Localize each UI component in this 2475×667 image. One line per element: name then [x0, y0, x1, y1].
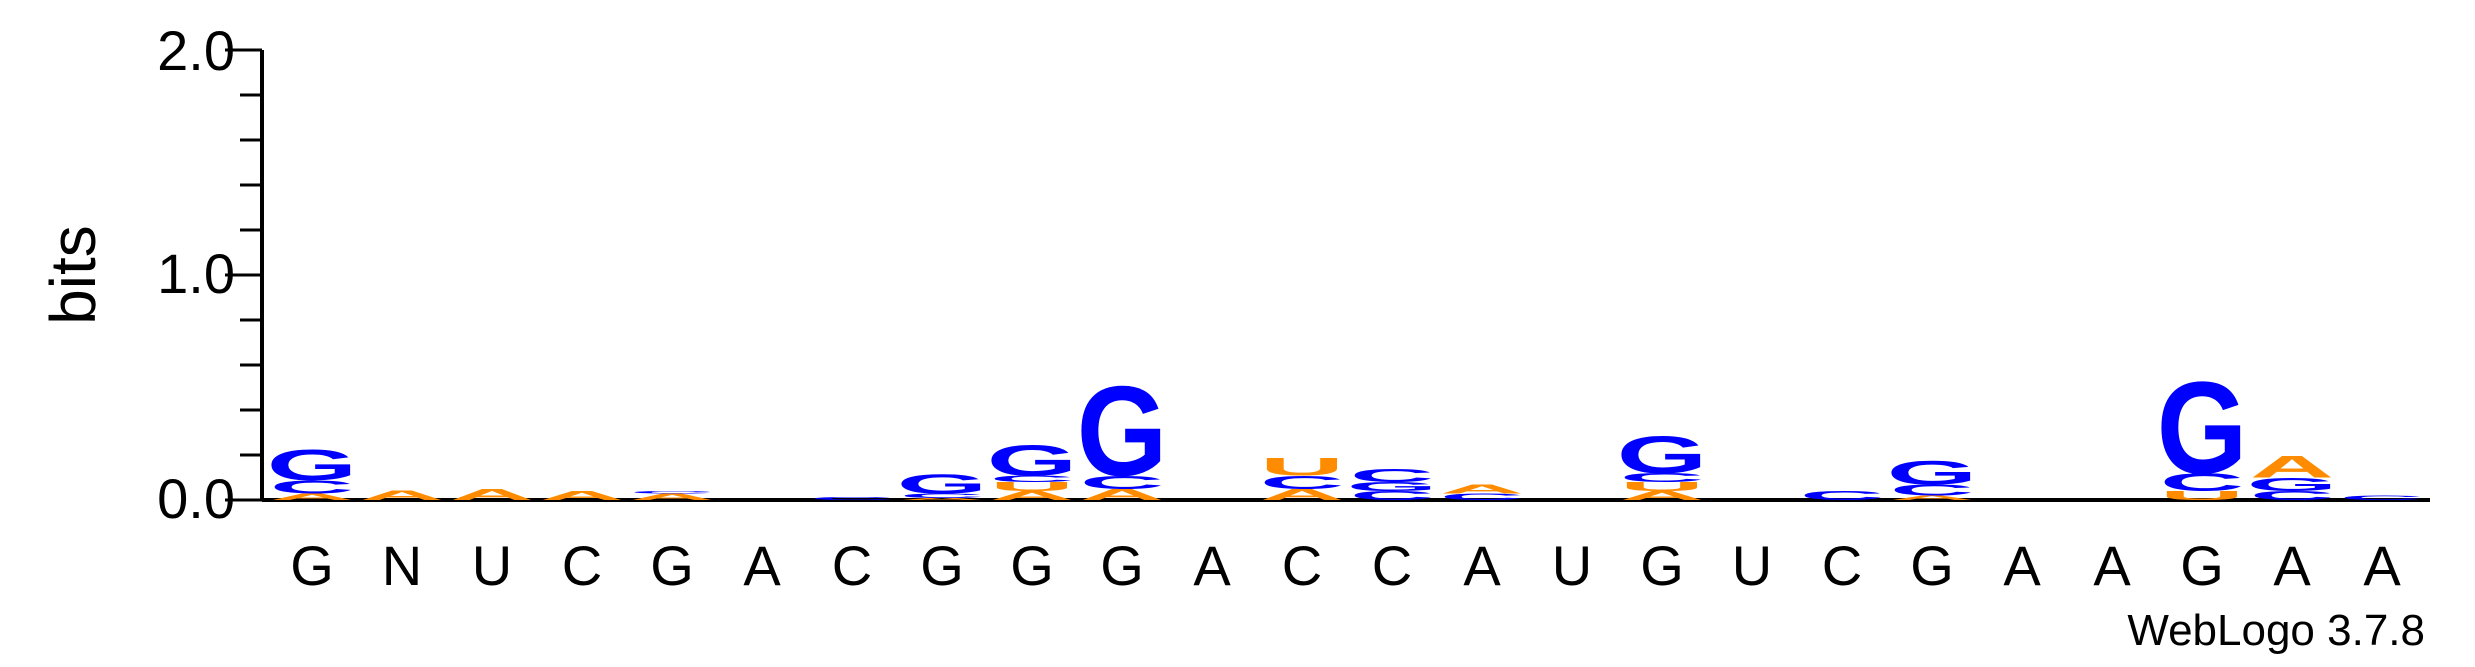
x-tick-label: G [1640, 534, 1684, 597]
x-tick-label: C [1282, 534, 1322, 597]
logo-letter-c: C [2340, 494, 2424, 501]
x-tick-label: A [2093, 534, 2131, 597]
x-tick-label: G [1910, 534, 1954, 597]
logo-letter-c: C [1620, 471, 1704, 485]
x-tick-label: A [2003, 534, 2041, 597]
x-tick-label: U [1552, 534, 1592, 597]
y-axis-label: bits [37, 225, 109, 325]
logo-letter-a: A [540, 489, 624, 503]
logo-letter-a: A [900, 497, 984, 500]
logo-letter-g: G [987, 436, 1078, 485]
logo-letter-u: U [990, 480, 1074, 494]
y-tick-labels: 0.0 1.0 2.0 [157, 19, 235, 530]
logo-letter-a: A [360, 487, 444, 503]
logo-letter-u: U [2160, 489, 2244, 503]
logo-letter-g: G [2247, 474, 2338, 495]
x-tick-label: A [1463, 534, 1501, 597]
x-tick-label: G [1100, 534, 1144, 597]
logo-letter-a: A [1260, 486, 1344, 503]
y-tick-label: 2.0 [157, 19, 235, 82]
logo-letter-g: G [1347, 480, 1438, 494]
logo-letter-a: A [1620, 489, 1704, 503]
logo-letter-c: C [900, 492, 984, 499]
logo-letter-c: C [270, 476, 354, 497]
logo-letter-c: C [1350, 465, 1434, 486]
y-ticks [225, 48, 262, 502]
logo-letter-a: A [270, 492, 354, 503]
x-tick-label: A [743, 534, 781, 597]
x-tick-label: U [472, 534, 512, 597]
logo-letter-c: C [630, 490, 714, 493]
x-tick-label: C [1372, 534, 1412, 597]
logo-letter-c: C [810, 496, 894, 501]
logo-letter-c: C [1890, 481, 1974, 498]
logo-letter-c: C [1080, 472, 1164, 493]
logo-letter-c: C [990, 474, 1074, 485]
x-tick-label: C [562, 534, 602, 597]
logo-letter-u: U [1260, 453, 1344, 481]
logo-letter-a: A [450, 486, 534, 503]
logo-letter-g: G [1077, 359, 1168, 502]
x-tick-label: A [2273, 534, 2311, 597]
y-tick-label: 1.0 [157, 242, 235, 305]
x-tick-label: G [2180, 534, 2224, 597]
x-tick-label: G [1010, 534, 1054, 597]
x-tick-label: U [1732, 534, 1772, 597]
logo-letter-a: A [1890, 494, 1974, 501]
y-tick-label: 0.0 [157, 467, 235, 530]
x-tick-label: A [2363, 534, 2401, 597]
logo-letter-g: G [1887, 453, 1978, 491]
logo-letter-g: G [2157, 356, 2248, 502]
x-tick-label: G [920, 534, 964, 597]
x-tick-label: A [1193, 534, 1231, 597]
logo-letter-u: U [1620, 480, 1704, 494]
logo-letter-a: A [2250, 450, 2334, 485]
logo-letter-c: C [2250, 489, 2334, 503]
x-tick-label: N [382, 534, 422, 597]
logo-letter-a: A [1080, 486, 1164, 503]
x-tick-label: C [832, 534, 872, 597]
logo-letter-a: A [1440, 482, 1524, 496]
credit-label: WebLogo 3.7.8 [2127, 606, 2425, 655]
logo-letter-a: A [990, 489, 1074, 503]
logo-letter-c: C [1440, 492, 1524, 503]
logo-letter-c: C [1260, 472, 1344, 493]
x-tick-label: G [650, 534, 694, 597]
logo-letter-a: A [630, 492, 714, 503]
logo-letter-c: C [1800, 489, 1884, 503]
logo-letter-g: G [897, 468, 988, 499]
logo-letter-c: C [2160, 468, 2244, 496]
x-tick-label: C [1822, 534, 1862, 597]
logo-letter-g: G [267, 440, 358, 489]
x-tick-label: G [290, 534, 334, 597]
logo-letter-g: G [1617, 426, 1708, 485]
logo-letter-c: C [1350, 489, 1434, 503]
